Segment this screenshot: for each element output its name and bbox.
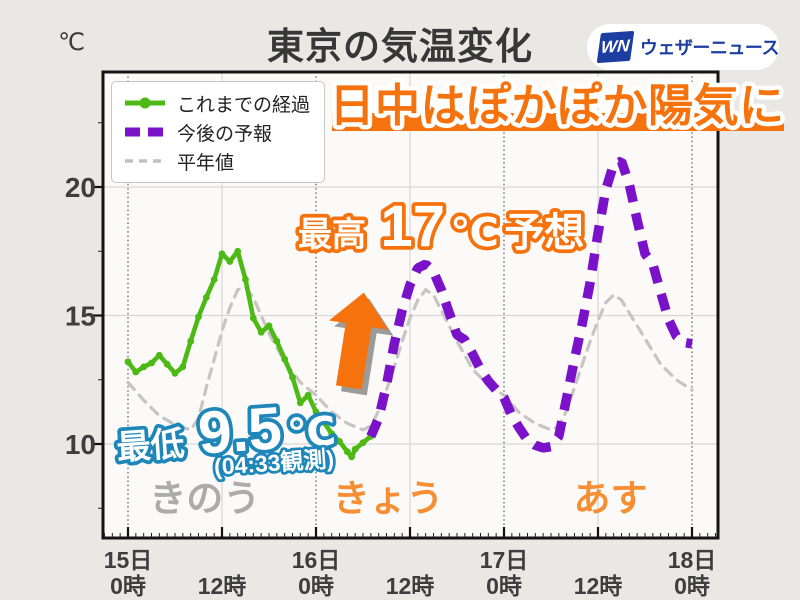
observed-point [273,337,281,345]
x-axis-day-label: 15日 [104,547,153,573]
forecast-line [366,156,693,453]
legend-label: これまでの経過 [177,94,311,116]
wn-logo-letters: WN [600,36,631,57]
observed-point [296,399,304,407]
page-title: 東京の気温変化 [267,26,533,67]
high-suffix: 予想 [504,211,584,255]
x-axis-time-label: 0時 [486,573,522,599]
day-label-2: きょう [333,478,444,519]
observed-point [210,276,218,283]
up-arrow-shape [329,292,389,390]
legend-item-forecast: 今後の予報 [123,120,310,145]
observed-point [202,294,210,301]
observed-point [351,445,359,453]
y-axis-label: 15 [65,301,96,332]
observed-point [171,369,179,377]
observed-point [336,438,343,445]
chart-legend: これまでの経過 今後の予報 平年値 [111,81,326,183]
observed-point [226,258,234,265]
observed-point [218,250,226,258]
observed-point [195,313,202,321]
observed-point [343,448,351,456]
x-axis-time-label: 0時 [674,573,710,599]
annotations: 日中はぽかぽか陽気に 最高 17 ℃ 予想 最低 9.5 ℃ (04:33観測) [112,76,789,483]
observed-point [289,373,296,381]
observed-point [163,360,171,368]
x-axis-day-label: 16日 [292,547,341,573]
wn-logo-icon: WN [596,30,635,64]
x-axis-time-label: 0時 [110,573,146,599]
observed-point [132,368,140,376]
observed-line-swatch-icon [125,97,165,109]
weathernews-logo: WN ウェザーニュース [587,24,780,70]
x-axis-time-label: 0時 [298,573,334,599]
observed-point [265,322,273,330]
forecast-high-label: 最高 17 ℃ 予想 [298,194,584,259]
legend-item-normal: 平年値 [123,149,310,174]
observed-point [187,337,195,345]
observed-point [359,439,367,447]
y-axis-label: 10 [65,429,96,460]
observed-point [348,453,355,461]
observed-point [234,247,242,255]
series-lines [124,156,694,461]
legend-label: 今後の予報 [177,123,273,145]
up-arrow-icon [329,292,394,396]
forecast-line-swatch-icon [125,127,165,137]
normal-line-swatch-icon [125,159,165,163]
observed-point [312,408,320,416]
x-axis-time-label: 12時 [574,573,623,599]
observed-point [328,430,336,438]
x-axis-day-label: 18日 [668,547,717,573]
headline-text: 日中はぽかぽか陽気に [329,80,784,131]
observed-point [179,363,187,371]
y-axis-unit: ℃ [58,29,85,56]
high-prefix: 最高 [298,216,366,254]
high-value: 17 [380,194,445,259]
x-axis-time-label: 12時 [198,573,247,599]
observed-point [320,418,328,426]
y-axis-label: 20 [65,172,96,203]
legend-label: 平年値 [177,152,235,174]
observed-point [281,355,289,363]
observed-point [148,359,155,367]
observed-point [257,328,265,336]
day-label-1: きのう [149,478,260,519]
day-labels: きのう きょう あす [149,478,647,519]
low-unit: ℃ [286,409,337,456]
observed-point [304,391,312,399]
observed-point [124,358,132,366]
observed-point [140,363,148,371]
day-label-3: あす [574,478,648,519]
normal-line [126,285,694,432]
x-axis-day-label: 17日 [480,547,529,573]
observed-low-label: 最低 9.5 ℃ [114,390,338,472]
headline-highlight-bar [332,113,784,131]
x-axis-time-label: 12時 [386,573,435,599]
observed-point [249,314,257,322]
observed-point [242,276,249,283]
logo-name: ウェザーニュース [639,38,780,58]
observed-point [155,351,163,359]
legend-item-observed: これまでの経過 [123,91,311,116]
low-value: 9.5 [196,394,284,467]
low-prefix: 最低 [115,425,185,468]
high-unit: ℃ [450,211,498,255]
